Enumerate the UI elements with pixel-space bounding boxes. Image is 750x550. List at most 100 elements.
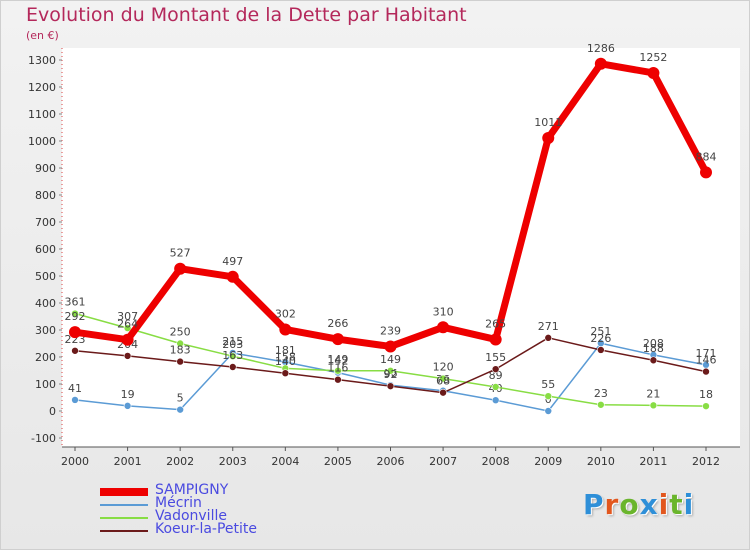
x-tick-label: 2010	[587, 455, 615, 468]
data-label: 41	[68, 382, 82, 395]
data-point	[176, 357, 184, 366]
y-tick-label: 900	[35, 162, 56, 175]
data-label: 5	[177, 392, 184, 405]
x-tick-label: 2006	[377, 455, 405, 468]
data-label: 149	[327, 353, 348, 366]
data-label: 120	[433, 361, 454, 374]
data-point	[176, 405, 184, 414]
data-point	[123, 324, 132, 332]
y-tick-label: 800	[35, 189, 56, 202]
x-tick-label: 2008	[482, 455, 510, 468]
data-point	[544, 392, 553, 400]
x-tick-label: 2011	[639, 455, 667, 468]
data-label: 89	[489, 369, 503, 382]
y-tick-label: -100	[31, 432, 56, 445]
data-label: 307	[117, 310, 138, 323]
data-label: 92	[384, 368, 398, 381]
legend-swatch	[100, 516, 148, 519]
data-point	[491, 383, 500, 391]
data-point	[228, 363, 237, 371]
data-label: 215	[222, 335, 243, 348]
data-label: 181	[275, 344, 296, 357]
data-label: 158	[275, 350, 296, 363]
x-tick-label: 2002	[166, 455, 194, 468]
data-point	[597, 346, 605, 354]
legend-label: Mécrin	[155, 495, 202, 511]
logo-letter: i	[658, 488, 670, 521]
data-label: 183	[170, 344, 191, 357]
data-label: 149	[380, 353, 401, 366]
data-label: 146	[696, 354, 717, 367]
data-point	[649, 356, 658, 365]
x-tick-label: 2005	[324, 455, 352, 468]
logo-letter: t	[669, 488, 684, 521]
data-point	[228, 352, 237, 360]
data-point	[123, 352, 132, 360]
y-tick-label: 600	[35, 243, 56, 256]
data-point	[439, 388, 447, 397]
chart-subtitle: (en €)	[26, 29, 59, 42]
data-point	[281, 369, 290, 378]
y-tick-label: 500	[35, 270, 56, 283]
data-point	[544, 407, 553, 415]
data-label: 1252	[639, 51, 667, 64]
data-point	[331, 333, 344, 346]
logo-letter: P	[583, 488, 605, 521]
data-point	[647, 66, 660, 79]
data-point	[437, 321, 450, 334]
data-label: 292	[65, 310, 86, 323]
series-koeur-la-petite: 2232041831631401169268155271226188146	[65, 320, 717, 397]
y-tick-label: 1300	[28, 54, 56, 67]
data-point	[386, 382, 395, 390]
data-label: 188	[643, 342, 664, 355]
y-tick-label: 300	[35, 324, 56, 337]
data-label: 266	[327, 317, 348, 330]
data-label: 239	[380, 324, 401, 337]
data-point	[491, 396, 500, 405]
data-point	[702, 367, 710, 376]
data-point	[386, 366, 395, 375]
x-tick-label: 2009	[534, 455, 562, 468]
y-tick-label: 200	[35, 351, 56, 364]
data-label: 23	[594, 387, 608, 400]
data-label: 310	[433, 305, 454, 318]
y-tick-label: 100	[35, 378, 56, 391]
x-tick-label: 2003	[219, 455, 247, 468]
chart-title: Evolution du Montant de la Dette par Hab…	[26, 4, 467, 26]
data-point	[597, 400, 605, 409]
data-label: 203	[222, 338, 243, 351]
data-point	[71, 396, 79, 404]
data-point	[702, 402, 710, 410]
logo-letter: o	[619, 488, 640, 521]
data-point	[489, 333, 502, 346]
data-label: 21	[646, 387, 660, 400]
data-label: 208	[643, 337, 664, 350]
data-point	[174, 262, 187, 275]
data-point	[71, 309, 79, 318]
data-point	[384, 340, 397, 353]
data-label: 302	[275, 307, 296, 320]
data-point	[279, 323, 292, 336]
data-point	[226, 270, 239, 283]
data-label: 264	[117, 318, 138, 331]
data-label: 250	[170, 326, 191, 339]
data-label: 163	[222, 349, 243, 362]
x-tick-label: 2000	[61, 455, 89, 468]
data-label: 527	[170, 247, 191, 260]
data-label: 19	[121, 388, 135, 401]
legend-label: Vadonville	[155, 508, 227, 524]
logo-letter: r	[604, 488, 620, 521]
data-point	[439, 374, 447, 383]
data-point	[544, 334, 553, 342]
y-tick-label: 1200	[28, 81, 56, 94]
data-label: 155	[485, 351, 506, 364]
y-tick-label: 1100	[28, 108, 56, 121]
data-point	[700, 166, 712, 179]
data-point	[649, 401, 658, 410]
data-label: 68	[436, 375, 450, 388]
data-point	[123, 402, 132, 410]
data-label: 116	[327, 362, 348, 375]
legend-swatch	[100, 503, 148, 506]
legend-swatch	[100, 529, 148, 532]
data-point	[594, 57, 607, 70]
